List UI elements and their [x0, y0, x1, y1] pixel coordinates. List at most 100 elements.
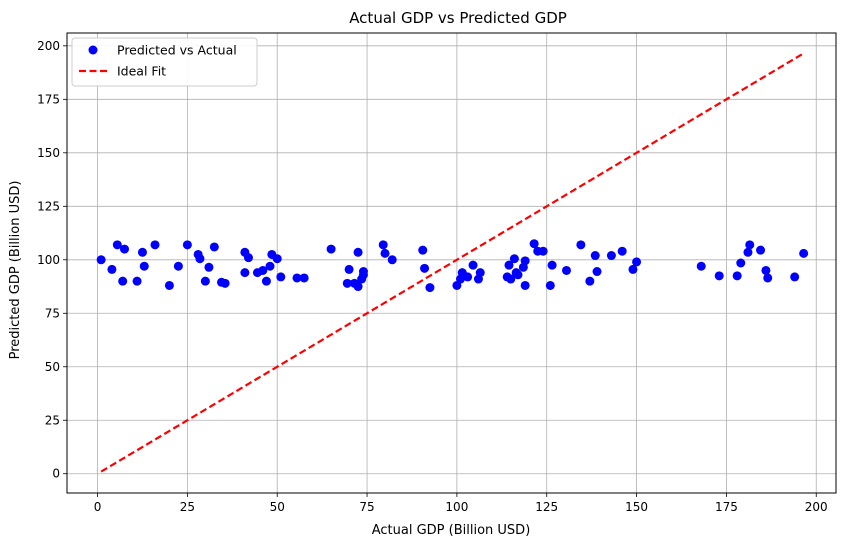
scatter-point	[209, 242, 219, 252]
scatter-point	[96, 255, 106, 265]
x-tick-label: 150	[625, 500, 648, 514]
y-tick-label: 50	[45, 360, 60, 374]
scatter-point	[344, 264, 354, 274]
scatter-point	[590, 251, 600, 261]
x-tick-label: 125	[535, 500, 558, 514]
scatter-point	[195, 254, 205, 264]
y-tick-label: 25	[45, 413, 60, 427]
y-tick-label: 0	[52, 467, 60, 481]
scatter-point	[240, 268, 250, 278]
legend: Predicted vs Actual Ideal Fit	[71, 37, 258, 87]
scatter-point	[112, 240, 122, 250]
scatter-point	[380, 248, 390, 258]
scatter-point	[538, 246, 548, 256]
y-tick-label: 100	[37, 253, 60, 267]
ideal-fit-layer	[100, 52, 805, 473]
scatter-point	[299, 273, 309, 283]
scatter-point	[561, 265, 571, 275]
x-axis-label: Actual GDP (Billion USD)	[372, 523, 531, 538]
x-tick-label: 75	[359, 500, 374, 514]
scatter-point	[164, 280, 174, 290]
y-axis-ticks: 0 25 50 75 100 125 150 175 200	[37, 39, 67, 481]
scatter-point	[119, 244, 129, 254]
scatter-point	[632, 257, 642, 267]
x-tick-label: 175	[715, 500, 738, 514]
scatter-point	[520, 256, 530, 266]
y-tick-label: 150	[37, 146, 60, 160]
scatter-point	[204, 262, 214, 272]
scatter-point	[265, 261, 275, 271]
scatter-point	[342, 278, 352, 288]
scatter-point	[420, 263, 430, 273]
scatter-points	[96, 239, 809, 293]
scatter-point	[504, 260, 514, 270]
y-tick-label: 175	[37, 92, 60, 106]
scatter-point	[353, 282, 363, 292]
scatter-point	[585, 276, 595, 286]
scatter-point	[745, 240, 755, 250]
scatter-point	[243, 253, 253, 263]
legend-label-line: Ideal Fit	[117, 64, 166, 79]
scatter-point	[292, 273, 302, 283]
x-axis-ticks: 0 25 50 75 100 125 150 175 200	[94, 493, 828, 514]
scatter-point	[353, 247, 363, 257]
ideal-fit-line	[100, 52, 805, 473]
scatter-point	[358, 267, 368, 277]
scatter-point	[606, 251, 616, 261]
scatter-point	[761, 265, 771, 275]
scatter-point	[150, 240, 160, 250]
scatter-point	[418, 245, 428, 255]
y-axis-label: Predicted GDP (Billion USD)	[8, 181, 23, 360]
scatter-point	[732, 271, 742, 281]
scatter-point	[592, 267, 602, 277]
x-tick-label: 100	[445, 500, 468, 514]
scatter-point	[425, 283, 435, 293]
scatter-point	[378, 240, 388, 250]
scatter-point	[261, 276, 271, 286]
scatter-point	[139, 261, 149, 271]
scatter-point	[617, 246, 627, 256]
scatter-point	[799, 248, 809, 258]
scatter-point	[272, 254, 282, 264]
scatter-point	[132, 276, 142, 286]
scatter-point	[628, 264, 638, 274]
scatter-point	[545, 280, 555, 290]
scatter-point	[790, 272, 800, 282]
scatter-point	[182, 240, 192, 250]
scatter-point	[475, 268, 485, 278]
scatter-point	[714, 271, 724, 281]
scatter-point	[468, 260, 478, 270]
scatter-point	[743, 247, 753, 257]
scatter-point	[463, 272, 473, 282]
scatter-point	[276, 272, 286, 282]
scatter-point	[513, 270, 523, 280]
plot-frame	[66, 32, 837, 494]
scatter-point	[506, 274, 516, 284]
x-tick-label: 25	[180, 500, 195, 514]
scatter-point	[220, 278, 230, 288]
scatter-point	[547, 260, 557, 270]
scatter-point	[736, 258, 746, 268]
scatter-point	[520, 280, 530, 290]
scatter-point	[118, 276, 128, 286]
scatter-point	[326, 244, 336, 254]
scatter-point	[576, 240, 586, 250]
scatter-point	[696, 261, 706, 271]
scatter-point	[763, 273, 773, 283]
scatter-point	[173, 261, 183, 271]
scatter-point	[107, 264, 117, 274]
scatter-point	[509, 254, 519, 264]
scatter-point	[387, 255, 397, 265]
scatter-point	[137, 247, 147, 257]
legend-box	[71, 37, 258, 87]
x-tick-label: 200	[805, 500, 828, 514]
legend-label-scatter: Predicted vs Actual	[117, 43, 237, 58]
legend-marker-scatter	[88, 45, 98, 55]
chart-title: Actual GDP vs Predicted GDP	[349, 9, 567, 27]
y-tick-label: 75	[45, 306, 60, 320]
scatter-point	[258, 265, 268, 275]
x-tick-label: 50	[270, 500, 285, 514]
scatter-point	[756, 245, 766, 255]
grid-lines	[67, 33, 836, 493]
